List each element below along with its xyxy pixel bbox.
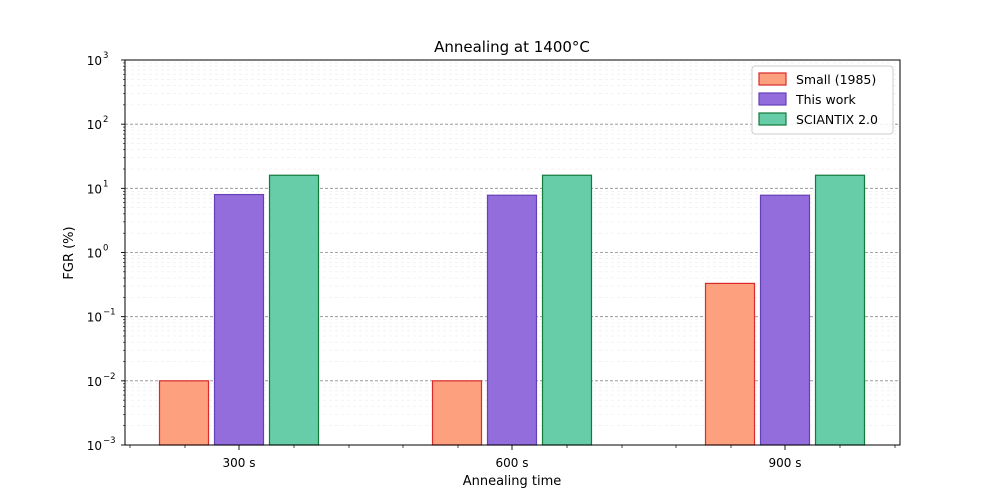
bar [759,194,811,446]
legend-frame [751,65,894,135]
y-tick-exponent: 1 [103,179,108,189]
bar [814,174,866,446]
y-tick-exponent: 2 [103,115,108,125]
x-tick-label: 900 s [769,456,802,470]
legend: Small (1985) This work SCIANTIX 2.0 [751,65,894,135]
bar [541,174,593,446]
x-tick-label: 300 s [223,456,256,470]
legend-label: This work [795,92,857,107]
legend-label: SCIANTIX 2.0 [796,112,878,127]
bar [213,193,265,446]
y-tick-exponent: −3 [103,436,116,446]
x-tick-label: 600 s [496,456,529,470]
y-tick-label: 10 [87,375,102,389]
y-tick-exponent: 0 [103,244,108,254]
bar [158,380,210,446]
bar [268,174,320,446]
chart-title: Annealing at 1400°C [434,38,590,56]
y-tick-label: 10 [87,247,102,261]
legend-label: Small (1985) [796,72,876,87]
legend-swatch [758,92,787,106]
y-tick-exponent: 3 [103,51,108,61]
y-tick-label: 10 [87,182,102,196]
x-axis-label: Annealing time [463,474,562,489]
legend-swatch [758,112,787,126]
y-tick-label: 10 [87,439,102,453]
y-tick-exponent: −1 [103,308,116,318]
y-tick-label: 10 [87,118,102,132]
y-axis-label: FGR (%) [62,226,77,279]
y-tick-label: 10 [87,54,102,68]
y-tick-label: 10 [87,311,102,325]
bar [431,380,483,446]
y-tick-exponent: −2 [103,372,116,382]
bar-layer [158,174,866,446]
bar [704,282,756,446]
legend-swatch [758,72,787,86]
bar [486,194,538,446]
